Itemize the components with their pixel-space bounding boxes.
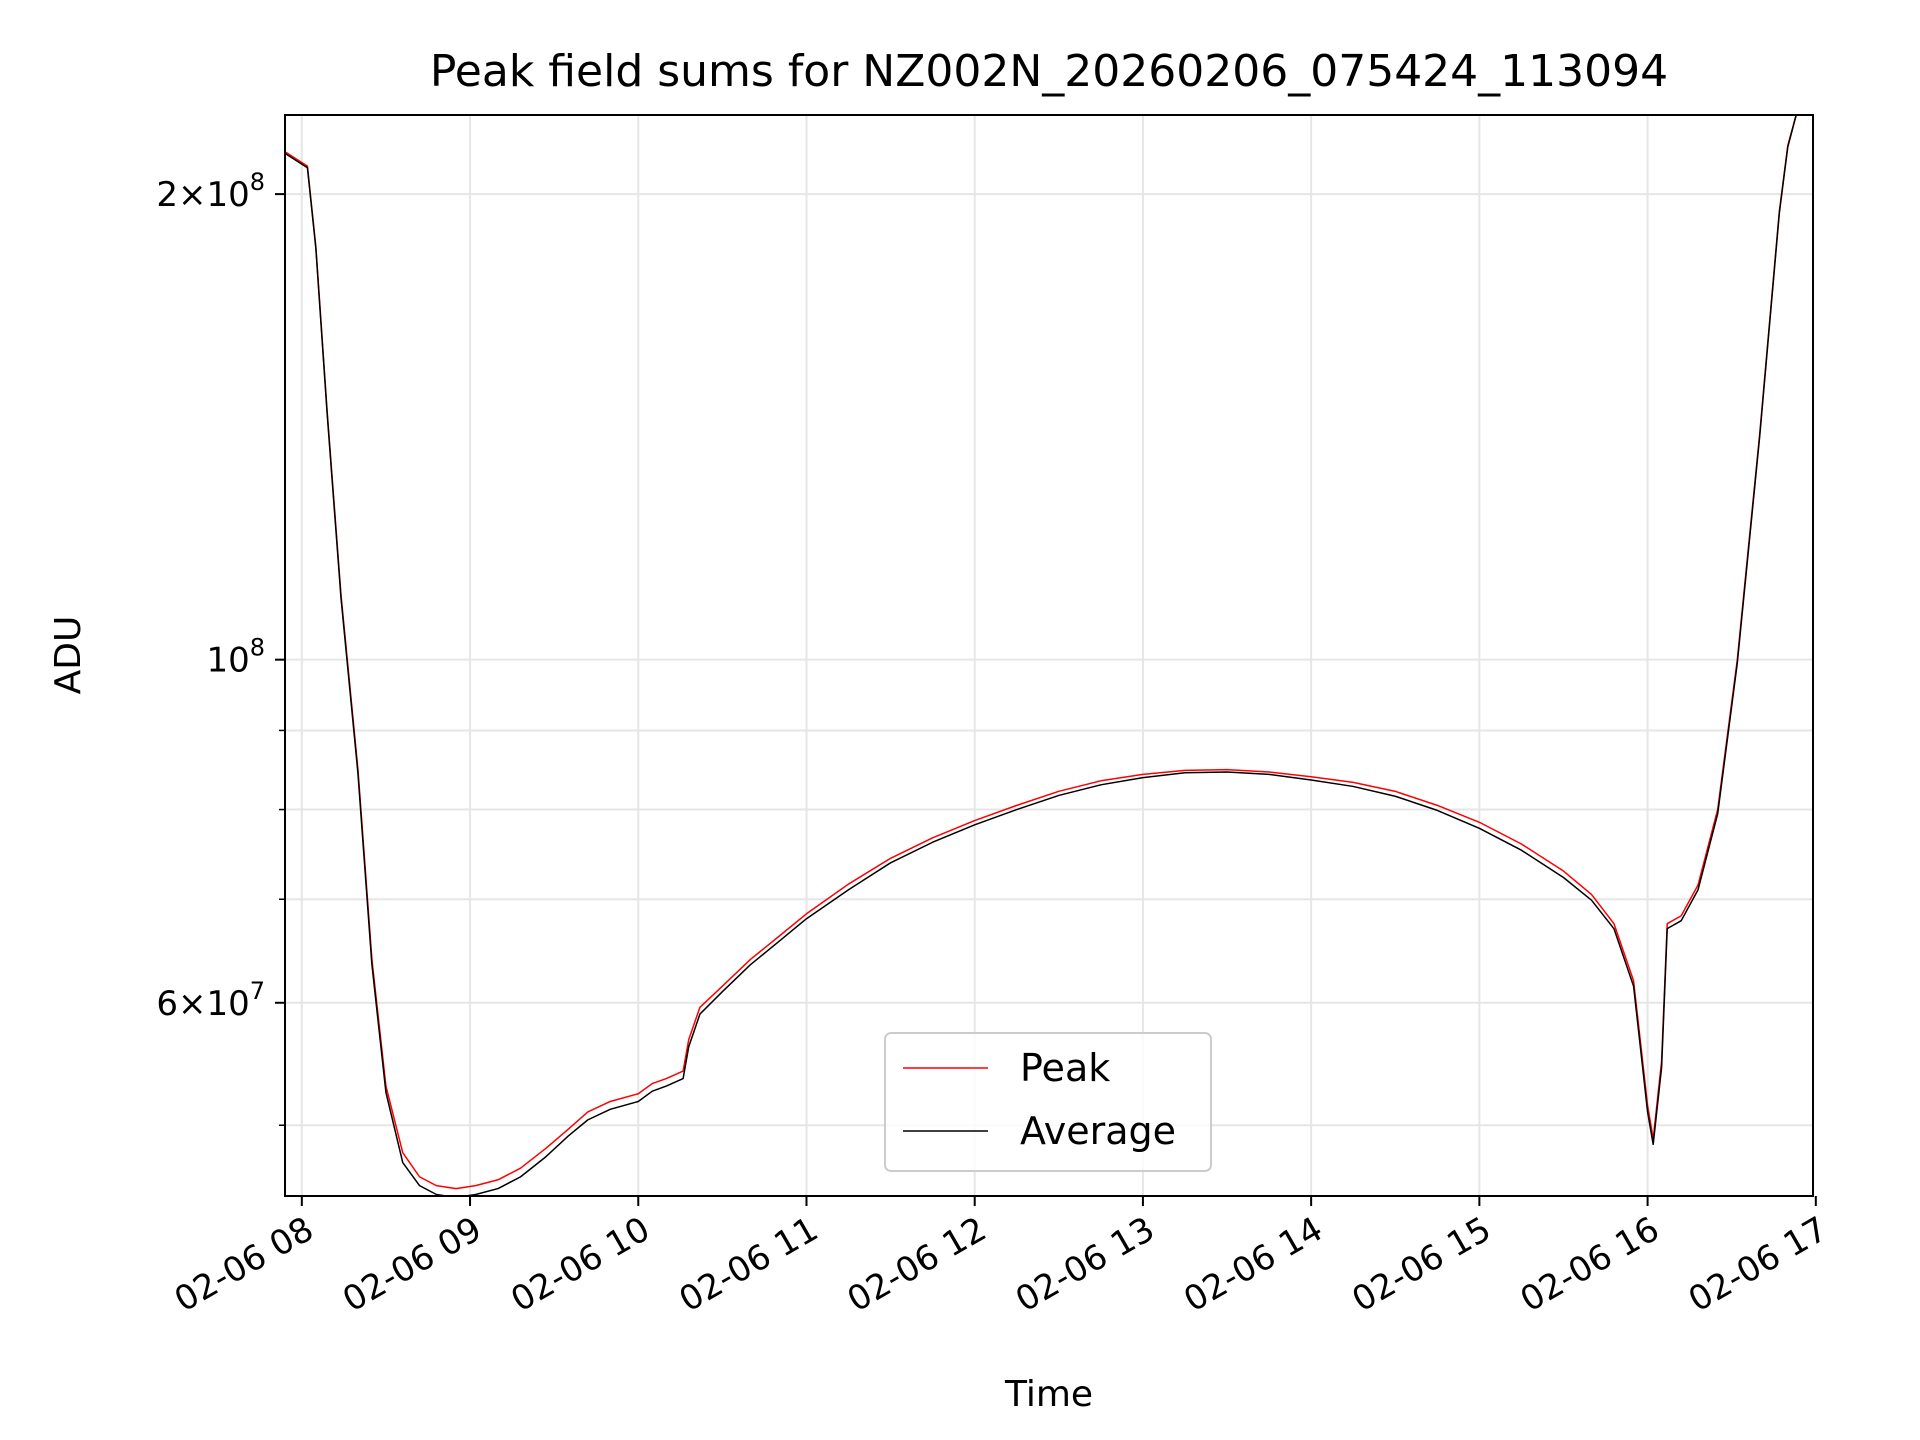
y-axis-label: ADU [48,616,89,695]
y-tick-label: 108 [206,634,265,681]
y-tick-label: 6×107 [156,977,265,1024]
legend: Peak Average [884,1032,1212,1172]
y-axis: 6×107 108 2×108 [156,168,285,1126]
chart-title: Peak field sums for NZ002N_20260206_0754… [430,46,1668,97]
legend-label-peak: Peak [1020,1046,1110,1090]
axes-frame [284,114,1814,1197]
y-tick-label: 2×108 [156,168,265,215]
x-axis-label: Time [1004,1374,1093,1415]
legend-label-average: Average [1020,1109,1176,1153]
